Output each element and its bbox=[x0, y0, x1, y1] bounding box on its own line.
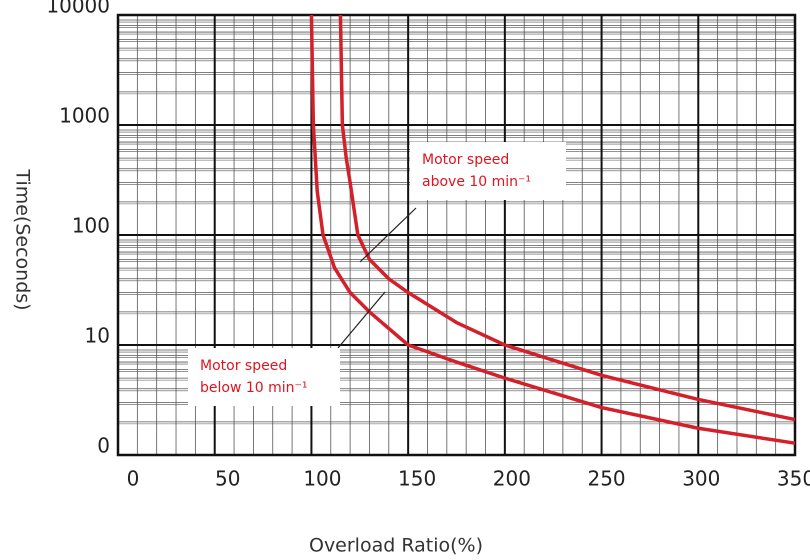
leader-line bbox=[337, 291, 386, 349]
annotation-text: Motor speed bbox=[422, 152, 509, 168]
y-axis-label: Time(Seconds) bbox=[12, 168, 34, 310]
series-line bbox=[338, 14, 796, 422]
annotation-text: below 10 min⁻¹ bbox=[200, 380, 308, 396]
y-tick-label: 100 bbox=[72, 214, 110, 238]
plot-frame bbox=[116, 13, 797, 457]
x-tick-label: 0 bbox=[127, 467, 140, 491]
annotation-text: Motor speed bbox=[200, 358, 287, 374]
series-line bbox=[309, 14, 796, 445]
x-tick-label: 250 bbox=[587, 467, 625, 491]
y-tick-label: 10000 bbox=[46, 0, 110, 18]
x-tick-label: 350 bbox=[777, 467, 810, 491]
y-tick-label: 0 bbox=[97, 434, 110, 458]
x-tick-label: 150 bbox=[398, 467, 436, 491]
annotation-text: above 10 min⁻¹ bbox=[422, 174, 531, 190]
y-tick-label: 1000 bbox=[59, 104, 110, 128]
x-tick-label: 50 bbox=[215, 467, 240, 491]
y-tick-label: 10 bbox=[85, 324, 110, 348]
x-tick-label: 200 bbox=[493, 467, 531, 491]
annotation-box bbox=[188, 348, 340, 406]
leader-line bbox=[359, 207, 417, 263]
x-tick-label: 100 bbox=[303, 467, 341, 491]
x-tick-label: 300 bbox=[682, 467, 720, 491]
annotation-box bbox=[410, 142, 566, 200]
x-axis-label: Overload Ratio(%) bbox=[309, 535, 483, 557]
